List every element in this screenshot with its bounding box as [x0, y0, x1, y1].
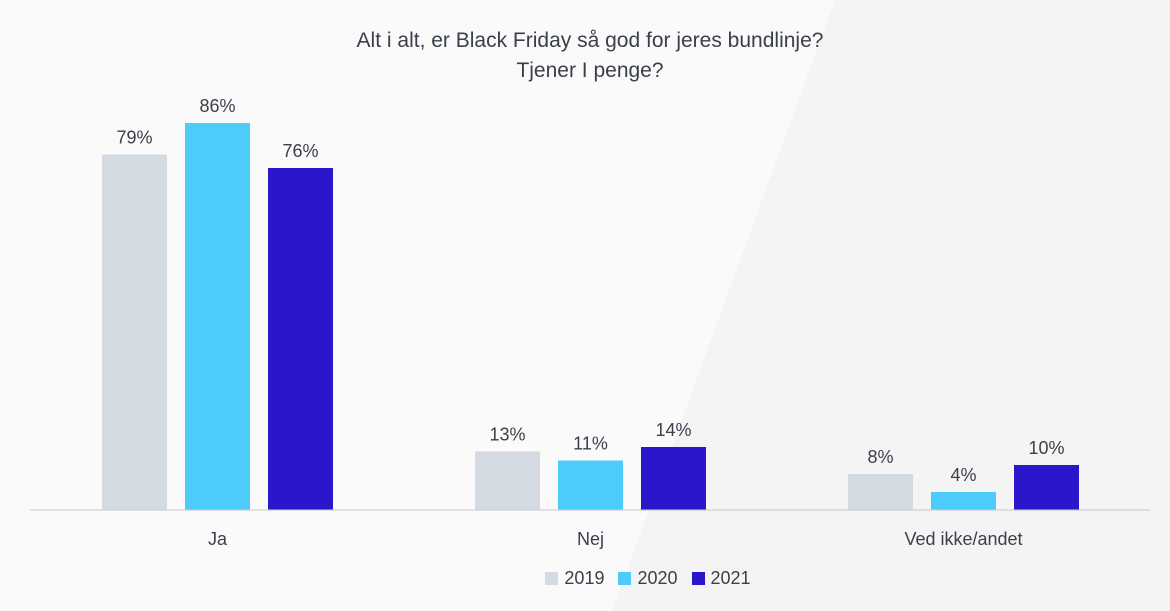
bar-2020-ved-ikke-andet [931, 492, 996, 510]
bar-2019-nej [475, 451, 540, 510]
data-label: 4% [950, 465, 976, 485]
bar-2020-ja [185, 123, 250, 510]
legend-label: 2020 [637, 568, 678, 588]
chart-title: Alt i alt, er Black Friday så god for je… [356, 29, 824, 52]
data-label: 14% [655, 420, 691, 440]
data-label: 11% [573, 434, 608, 454]
legend-swatch [691, 572, 705, 585]
legend-item-2020: 2020 [618, 568, 678, 589]
legend-label: 2021 [710, 568, 751, 588]
chart-title-block: Alt i alt, er Black Friday så god for je… [0, 26, 1170, 86]
labels-layer: 79% 86% 76% 13% 11% 14% 8% 4% 10% [116, 96, 1064, 485]
bar-2021-ja [268, 168, 333, 510]
bar-2021-nej [641, 447, 706, 510]
bar-2021-ved-ikke-andet [1014, 465, 1079, 510]
legend-swatch [618, 572, 632, 585]
bars-layer [102, 123, 1079, 510]
category-label: Nej [577, 529, 604, 549]
chart-subtitle: Tjener I penge? [516, 59, 664, 82]
data-label: 8% [867, 447, 893, 467]
category-label: Ved ikke/andet [904, 529, 1022, 549]
data-label: 76% [282, 141, 318, 161]
bar-2019-ja [102, 154, 167, 510]
legend-item-2021: 2021 [691, 568, 751, 589]
legend: 2019 2020 2021 [0, 568, 1170, 589]
data-label: 79% [116, 128, 152, 148]
legend-label: 2019 [564, 568, 605, 588]
data-label: 13% [489, 425, 525, 445]
data-label: 10% [1028, 438, 1064, 458]
legend-item-2019: 2019 [545, 568, 604, 589]
legend-swatch [545, 572, 559, 585]
categories-layer: Ja Nej Ved ikke/andet [208, 529, 1023, 549]
category-label: Ja [208, 529, 228, 549]
data-label: 86% [199, 96, 235, 116]
bar-2020-nej [558, 460, 623, 510]
bar-2019-ved-ikke-andet [848, 474, 913, 510]
